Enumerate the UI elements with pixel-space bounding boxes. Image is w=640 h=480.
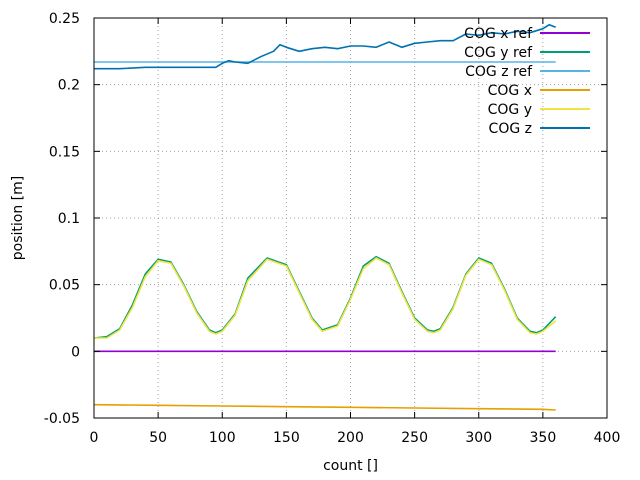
series-line-cog-z: [94, 23, 557, 70]
x-tick-label: 250: [401, 430, 428, 446]
y-tick-label: 0: [71, 344, 80, 360]
y-tick-label: 0.2: [58, 78, 80, 94]
series-lines: [93, 23, 557, 411]
x-tick-label: 200: [337, 430, 364, 446]
series-line-cog-x: [93, 403, 556, 411]
y-tick-label: 0.05: [49, 278, 80, 294]
y-axis-label: position [m]: [10, 176, 26, 260]
x-tick-label: 100: [209, 430, 236, 446]
y-tick-label: 0.25: [49, 11, 80, 27]
axis-ticks: 0 50 100 150 200 250 300 350 400 -0.05 0 0.05 0.1 0.1…: [44, 11, 621, 446]
legend-label: COG z ref: [465, 64, 533, 80]
x-tick-label: 150: [273, 430, 300, 446]
x-tick-label: 400: [594, 430, 621, 446]
x-tick-label: 350: [530, 430, 557, 446]
x-tick-label: 50: [149, 430, 167, 446]
x-axis-label: count []: [323, 458, 378, 474]
legend-label: COG x: [488, 83, 532, 99]
x-tick-label: 0: [90, 430, 99, 446]
series-line-cog-y: [94, 257, 557, 339]
legend-label: COG y ref: [464, 45, 533, 61]
x-tick-label: 300: [465, 430, 492, 446]
y-tick-label: 0.1: [58, 211, 80, 227]
series-line-cog-y-ref: [93, 255, 557, 339]
y-tick-label: 0.15: [49, 144, 80, 160]
legend: COG x ref COG y ref COG z ref COG x COG y COG…: [464, 26, 590, 137]
legend-label: COG y: [488, 102, 532, 118]
y-tick-label: -0.05: [44, 411, 80, 427]
legend-label: COG z: [489, 121, 532, 137]
legend-label: COG x ref: [464, 26, 533, 42]
